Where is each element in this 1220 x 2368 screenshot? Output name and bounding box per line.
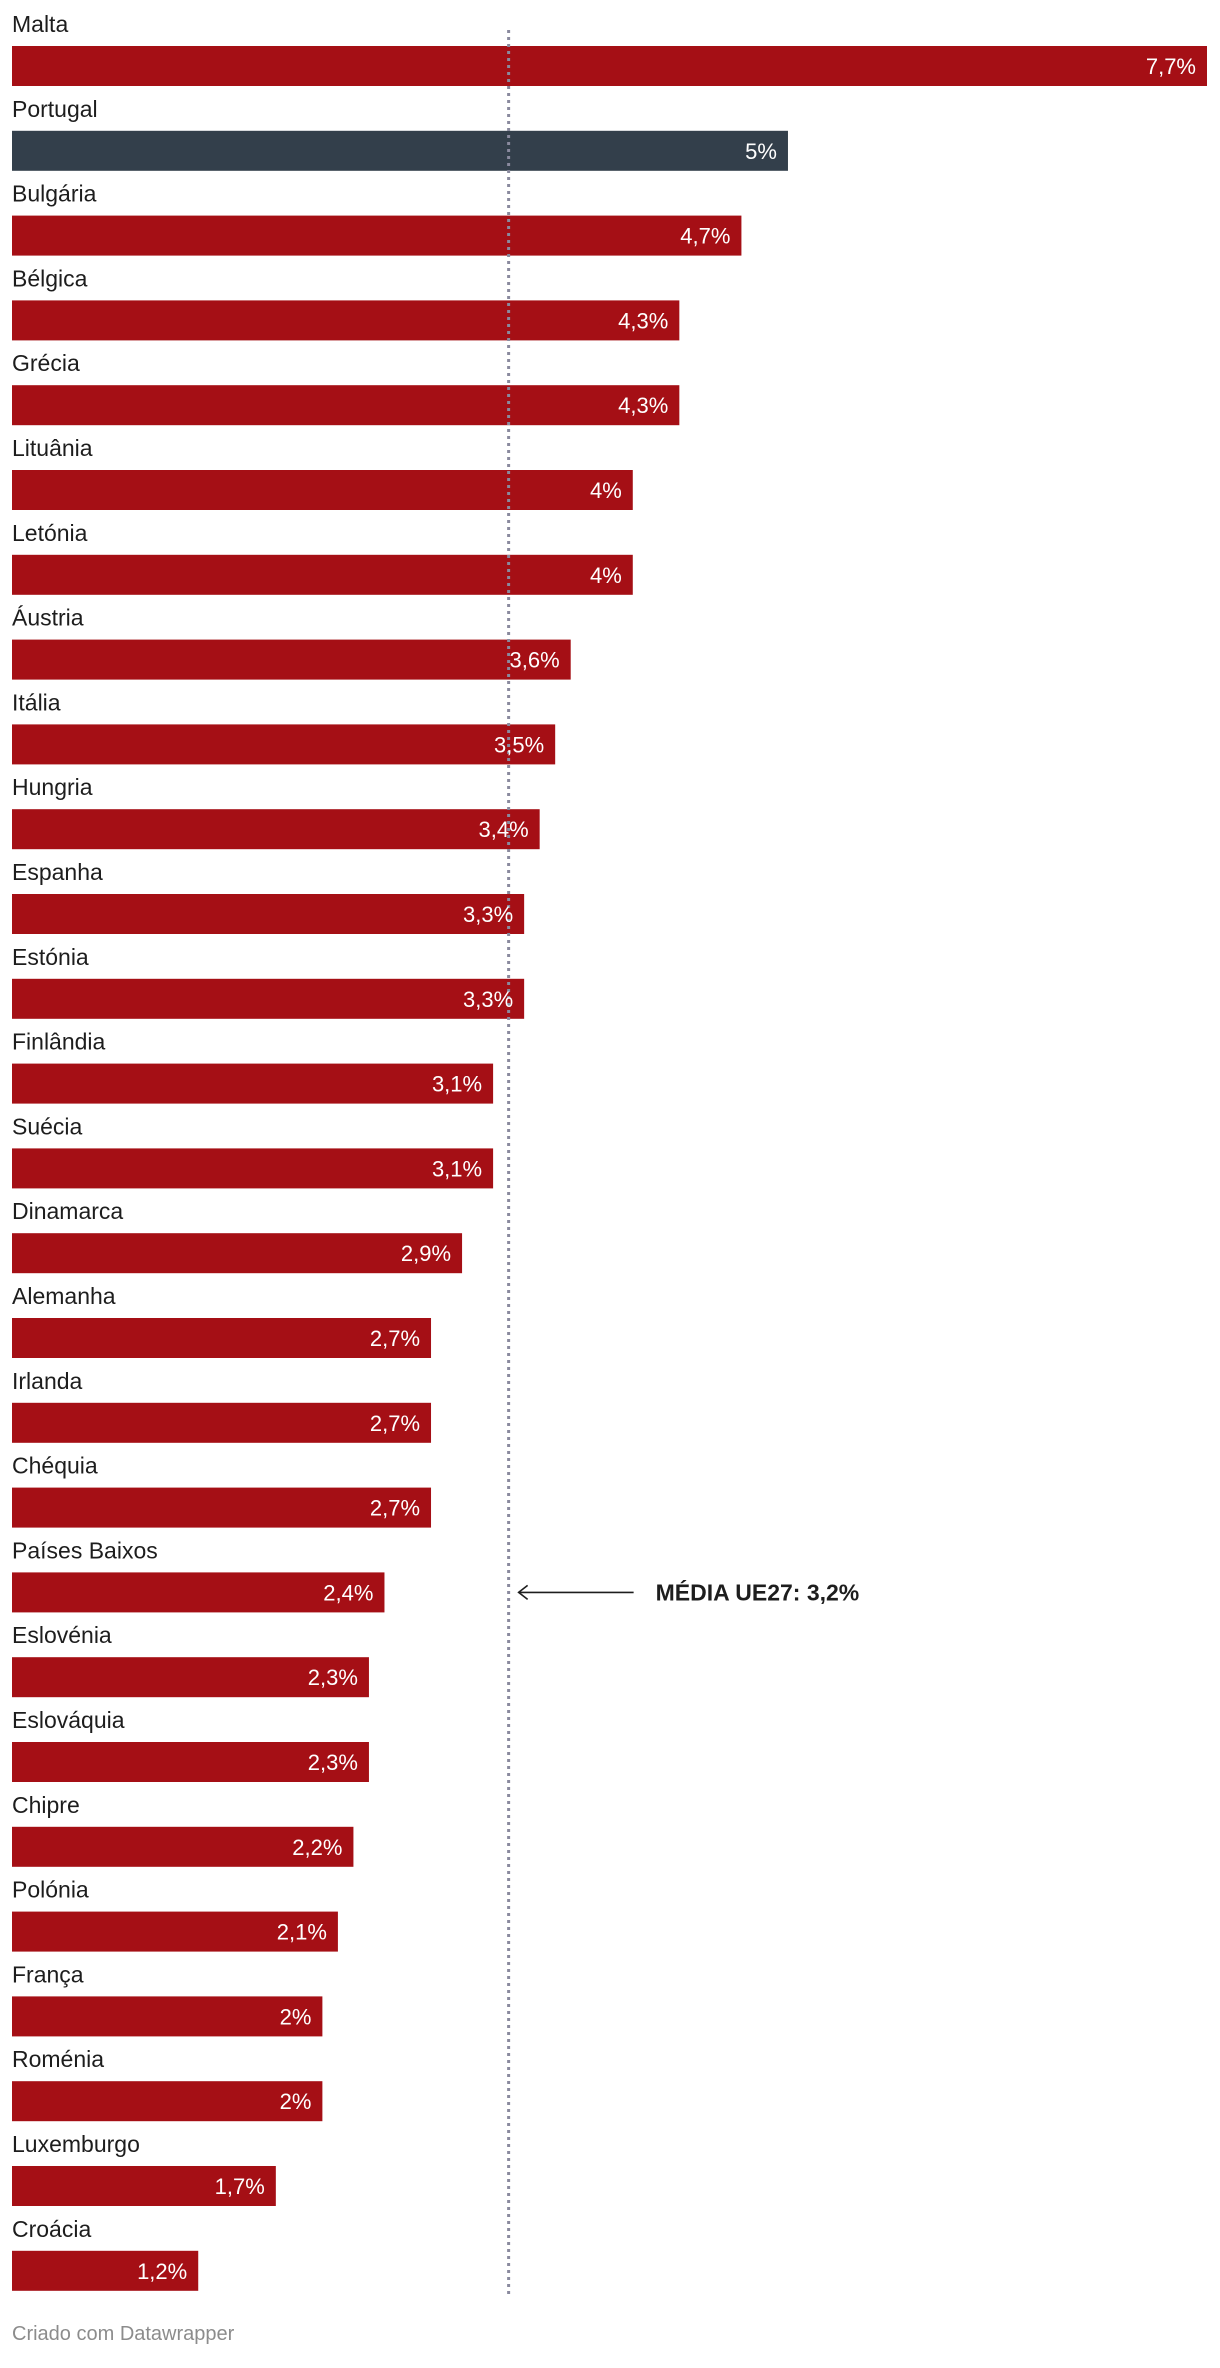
bar	[12, 1996, 323, 2037]
bars-group	[12, 46, 1207, 2291]
data-label: 2,4%	[323, 1580, 373, 1605]
data-label: 1,7%	[215, 2174, 265, 2199]
category-label: Chéquia	[12, 1453, 98, 1479]
data-label: 3,4%	[479, 817, 529, 842]
bar	[12, 1402, 432, 1443]
data-label: 1,2%	[137, 2259, 187, 2284]
average-annotation-label: MÉDIA UE27: 3,2%	[656, 1578, 860, 1605]
bar	[12, 46, 1207, 86]
category-label: Polónia	[12, 1877, 89, 1903]
data-label: 3,1%	[432, 1156, 482, 1181]
category-label: Irlanda	[12, 1368, 83, 1394]
category-label: Suécia	[12, 1113, 83, 1139]
bar	[12, 1487, 432, 1528]
data-label: 2,3%	[308, 1750, 358, 1775]
category-label: Bélgica	[12, 265, 88, 291]
bar	[12, 2250, 199, 2291]
bar	[12, 639, 571, 680]
data-label: 2,9%	[401, 1241, 451, 1266]
data-label: 4,7%	[680, 224, 730, 249]
category-label: Croácia	[12, 2216, 91, 2242]
category-label: França	[12, 1961, 84, 1987]
annotation-arrow-head	[517, 1584, 529, 1601]
data-label: 2,7%	[370, 1411, 420, 1436]
data-label: 2,7%	[370, 1496, 420, 1521]
data-label: 3,1%	[432, 1072, 482, 1097]
bar-highlighted	[12, 130, 788, 171]
category-label: Finlândia	[12, 1029, 106, 1055]
category-label: Grécia	[12, 350, 80, 376]
category-labels: Malta Portugal Bulgária Bélgica Grécia Lituân…	[12, 11, 158, 2242]
credit-text: Criado com Datawrapper	[12, 2323, 235, 2345]
category-label: Hungria	[12, 774, 93, 800]
bar	[12, 978, 525, 1019]
bar	[12, 215, 742, 256]
bar	[12, 2081, 323, 2122]
data-label: 2%	[280, 2004, 312, 2029]
bar	[12, 385, 680, 426]
data-label: 4,3%	[618, 308, 668, 333]
value-labels: 7,7% 5% 4,7% 4,3% 4,3% 4% 4% 3,6% 3,5% 3,4% 3,3% 3,…	[137, 54, 1196, 2284]
category-label: Itália	[12, 689, 61, 715]
data-label: 4,3%	[618, 393, 668, 418]
bar	[12, 300, 680, 341]
category-label: Alemanha	[12, 1283, 116, 1309]
category-label: Países Baixos	[12, 1537, 158, 1563]
data-label: 5%	[745, 139, 777, 164]
bar	[12, 1826, 354, 1867]
bar	[12, 1572, 385, 1613]
category-label: Portugal	[12, 96, 98, 122]
data-label: 7,7%	[1146, 54, 1196, 79]
bar	[12, 1148, 494, 1189]
category-label: Chipre	[12, 1792, 80, 1818]
bar	[12, 2166, 276, 2206]
category-label: Eslováquia	[12, 1707, 125, 1733]
data-label: 2,1%	[277, 1920, 327, 1945]
bar	[12, 1657, 369, 1698]
data-label: 2%	[280, 2089, 312, 2114]
bar	[12, 1742, 369, 1782]
bar	[12, 894, 525, 934]
category-label: Letónia	[12, 520, 88, 546]
data-label: 3,3%	[463, 902, 513, 927]
category-label: Roménia	[12, 2046, 104, 2072]
data-label: 2,3%	[308, 1665, 358, 1690]
bar	[12, 554, 633, 595]
data-label: 4%	[590, 563, 622, 588]
bar	[12, 809, 540, 850]
category-label: Lituânia	[12, 435, 93, 461]
bar	[12, 1233, 463, 1274]
category-label: Eslovénia	[12, 1622, 112, 1648]
bar	[12, 1063, 494, 1104]
data-label: 3,5%	[494, 732, 544, 757]
category-label: Áustria	[12, 605, 84, 631]
category-label: Dinamarca	[12, 1198, 123, 1224]
data-label: 3,6%	[510, 648, 560, 673]
bar	[12, 1911, 338, 1952]
data-label: 2,2%	[292, 1835, 342, 1860]
category-label: Bulgária	[12, 181, 97, 207]
data-label: 3,3%	[463, 987, 513, 1012]
category-label: Espanha	[12, 859, 103, 885]
category-label: Malta	[12, 11, 68, 37]
bar	[12, 1318, 432, 1358]
bar	[12, 470, 633, 510]
bar	[12, 724, 556, 765]
category-label: Luxemburgo	[12, 2131, 140, 2157]
data-label: 4%	[590, 478, 622, 503]
data-label: 2,7%	[370, 1326, 420, 1351]
category-label: Estónia	[12, 944, 89, 970]
